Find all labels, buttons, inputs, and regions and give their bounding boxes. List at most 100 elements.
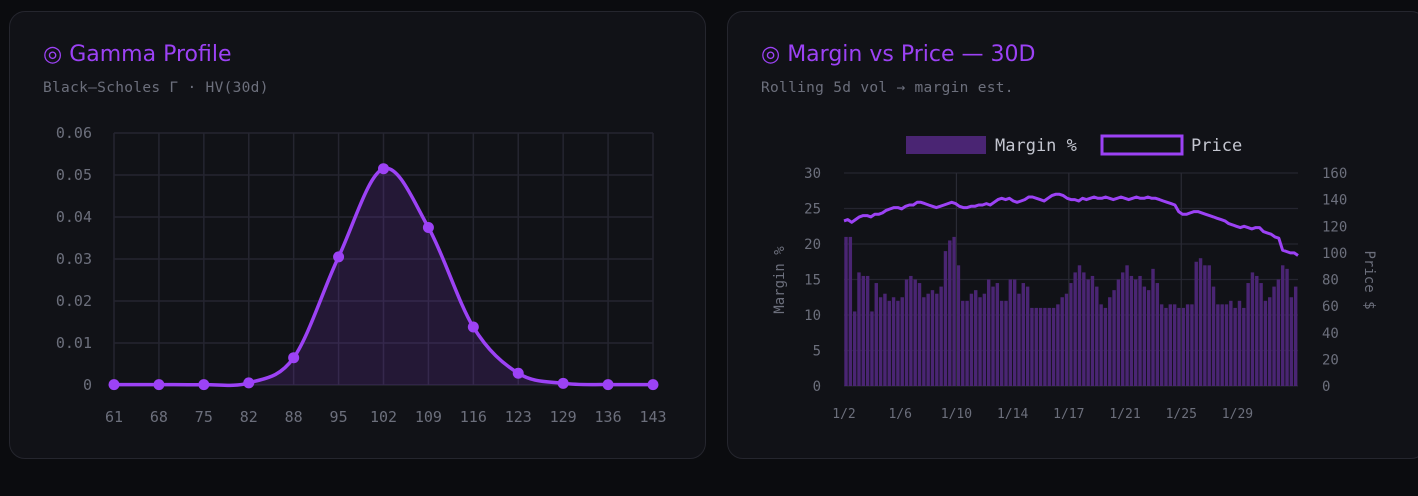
x-tick-label: 123 — [505, 408, 532, 426]
right-axis-tick: 60 — [1322, 299, 1339, 315]
margin-bar — [1017, 293, 1021, 386]
x-tick-label: 1/29 — [1222, 407, 1253, 422]
legend-label-margin: Margin % — [995, 136, 1077, 156]
gamma-profile-subtitle: Black–Scholes Γ · HV(30d) — [43, 80, 269, 96]
margin-bar — [1181, 307, 1185, 386]
margin-bar — [1082, 272, 1086, 386]
y-tick-label: 0.02 — [56, 292, 92, 310]
margin-bar — [1276, 279, 1281, 386]
margin-bar — [1095, 286, 1099, 386]
margin-price-title-text: Margin vs Price — 30D — [787, 42, 1036, 67]
margin-bar — [861, 275, 866, 386]
margin-bar — [939, 286, 943, 386]
margin-bar — [1034, 307, 1038, 386]
x-tick-label: 102 — [370, 408, 397, 426]
left-axis-tick: 20 — [804, 237, 821, 253]
margin-bar — [1121, 272, 1125, 386]
margin-bar — [1233, 307, 1237, 386]
margin-bar — [995, 283, 1000, 386]
left-axis-tick: 10 — [804, 308, 821, 324]
y-tick-label: 0.04 — [56, 208, 92, 226]
margin-bar — [1268, 297, 1272, 386]
x-tick-label: 1/2 — [832, 407, 855, 422]
gamma-data-point — [557, 377, 569, 389]
margin-price-subtitle: Rolling 5d vol → margin est. — [761, 80, 1014, 96]
right-axis-tick: 120 — [1322, 219, 1347, 235]
x-tick-label: 1/6 — [888, 407, 911, 422]
margin-bar — [1077, 265, 1082, 386]
left-axis-tick: 25 — [804, 202, 821, 218]
margin-bar — [1164, 307, 1168, 386]
x-tick-label: 116 — [460, 408, 487, 426]
price-line — [843, 192, 1299, 257]
margin-bar — [904, 279, 909, 386]
gamma-profile-title-text: Gamma Profile — [69, 42, 232, 67]
y-tick-label: 0.06 — [56, 124, 92, 142]
margin-bar — [1263, 300, 1268, 386]
margin-bar — [1004, 300, 1008, 386]
x-tick-label: 95 — [330, 408, 348, 426]
margin-bar — [974, 290, 978, 386]
margin-bar — [1064, 293, 1069, 386]
margin-bar — [1060, 297, 1064, 386]
left-axis-title: Margin % — [772, 246, 788, 314]
margin-bar — [1151, 268, 1155, 386]
margin-bar — [943, 251, 948, 386]
legend-swatch-price — [1100, 134, 1184, 156]
left-axis-tick: 15 — [804, 273, 821, 289]
gamma-data-point — [602, 379, 614, 391]
margin-bar — [1177, 307, 1181, 386]
margin-bar — [948, 240, 952, 386]
margin-bar — [917, 283, 922, 386]
right-axis-tick: 20 — [1322, 352, 1339, 368]
right-axis-tick: 140 — [1322, 193, 1347, 209]
margin-bar — [844, 236, 848, 386]
margin-bar — [870, 311, 874, 386]
target-circle-icon: ◎ — [43, 42, 63, 67]
margin-bar — [909, 275, 913, 386]
margin-bar — [922, 297, 926, 386]
margin-bar — [1237, 300, 1242, 386]
margin-bar — [1246, 283, 1250, 386]
margin-bar — [1133, 279, 1138, 386]
margin-bar — [1146, 290, 1151, 386]
gamma-data-point — [198, 379, 210, 391]
gamma-data-point — [378, 163, 389, 175]
margin-bar — [848, 236, 853, 386]
gamma-data-point — [647, 379, 659, 391]
margin-bar — [1168, 304, 1173, 386]
gamma-data-point — [512, 367, 524, 379]
right-axis-tick: 80 — [1322, 273, 1339, 289]
margin-bar — [1129, 275, 1134, 386]
margin-bar — [1289, 297, 1294, 386]
margin-bar — [926, 293, 930, 386]
right-axis-tick: 160 — [1322, 166, 1347, 182]
margin-bar — [1030, 307, 1034, 386]
margin-bar — [857, 272, 861, 386]
margin-bar — [852, 311, 857, 386]
target-circle-icon: ◎ — [761, 42, 781, 67]
gamma-profile-card: ◎ Gamma Profile Black–Scholes Γ · HV(30d… — [9, 11, 706, 459]
margin-bar — [883, 293, 887, 386]
y-tick-label: 0 — [83, 376, 92, 394]
gamma-data-point — [108, 379, 120, 391]
margin-bar — [913, 279, 917, 386]
margin-bar — [969, 293, 974, 386]
margin-bar — [1038, 307, 1043, 386]
margin-bar — [1142, 286, 1147, 386]
x-tick-label: 75 — [195, 408, 213, 426]
right-axis-tick: 40 — [1322, 326, 1339, 342]
x-tick-label: 61 — [105, 408, 123, 426]
margin-bar — [1138, 275, 1142, 386]
margin-bar — [1203, 265, 1207, 386]
margin-bar — [1172, 304, 1177, 386]
margin-bar — [1021, 283, 1025, 386]
margin-bar — [1250, 272, 1255, 386]
margin-bar — [978, 297, 982, 386]
gamma-data-point — [288, 352, 300, 364]
left-axis-tick: 5 — [813, 344, 821, 360]
margin-bar — [1272, 286, 1276, 386]
margin-bar — [1220, 304, 1224, 386]
gamma-profile-title: ◎ Gamma Profile — [43, 42, 231, 67]
margin-bar — [956, 265, 961, 386]
